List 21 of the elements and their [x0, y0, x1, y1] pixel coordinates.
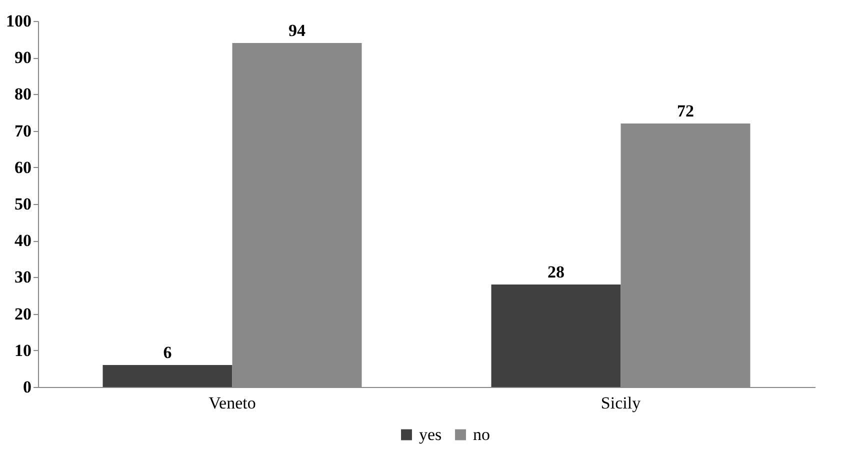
- y-tick-label: 80: [14, 84, 32, 104]
- y-tick-label: 10: [14, 340, 32, 360]
- y-tick-label: 90: [14, 48, 32, 68]
- x-tick-label: Sicily: [600, 394, 642, 412]
- y-tick-label: 30: [14, 268, 32, 287]
- bar: [102, 365, 232, 387]
- x-tick-label: Veneto: [208, 394, 256, 412]
- data-label: 94: [288, 20, 306, 40]
- y-tick-label: 50: [14, 194, 32, 214]
- data-label: 28: [548, 262, 564, 282]
- y-tick-label: 20: [14, 304, 32, 324]
- data-label: 6: [163, 343, 172, 362]
- y-tick-label: 70: [14, 121, 32, 140]
- legend-label: no: [473, 424, 490, 444]
- y-tick-label: 40: [14, 231, 32, 250]
- data-label: 72: [677, 101, 694, 120]
- y-tick-label: 60: [14, 158, 32, 177]
- legend-label: yes: [419, 424, 442, 444]
- y-tick-label: 0: [23, 378, 32, 396]
- y-tick-label: 100: [6, 12, 32, 30]
- bar: [491, 284, 621, 387]
